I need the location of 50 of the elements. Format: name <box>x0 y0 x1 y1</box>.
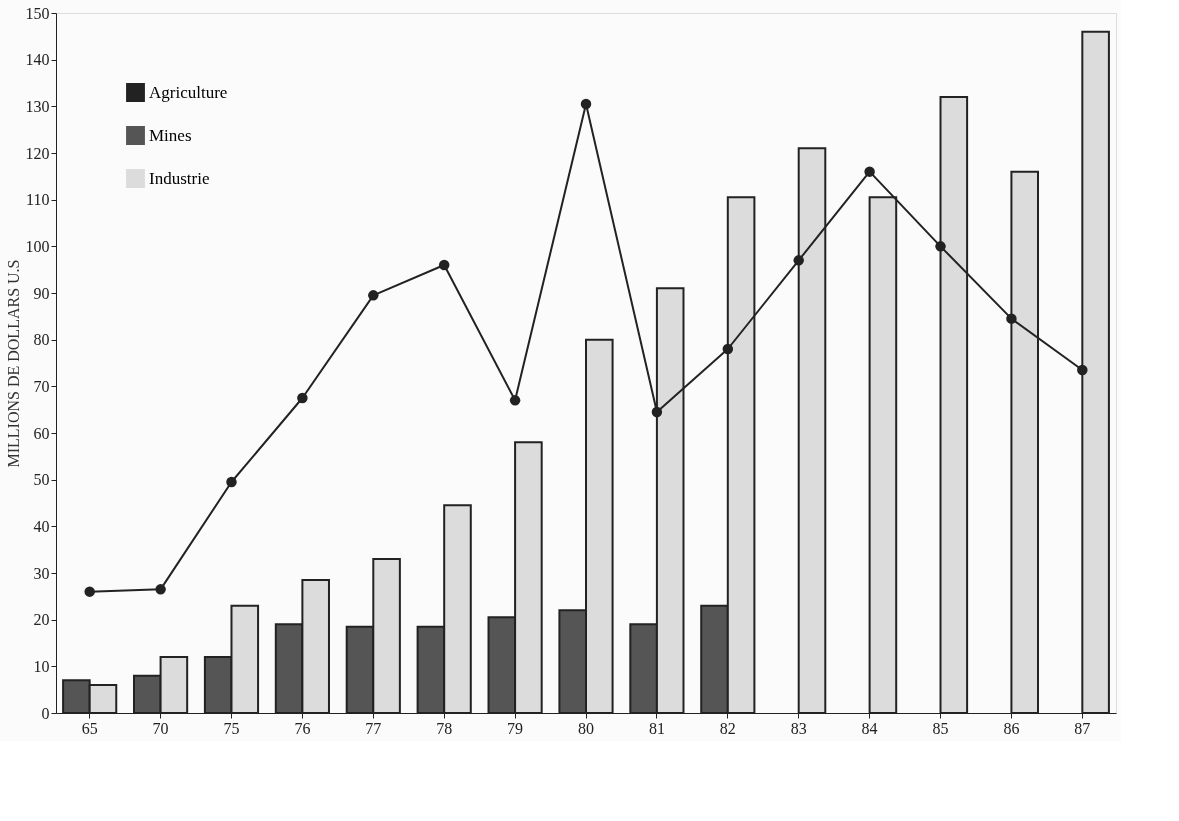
y-tick-label: 100 <box>25 237 50 255</box>
x-tick-label: 85 <box>932 719 949 737</box>
x-tick-label: 84 <box>861 719 878 737</box>
point <box>722 343 734 355</box>
x-tick-label: 82 <box>719 719 736 737</box>
point <box>438 259 450 271</box>
point <box>155 584 166 595</box>
y-tick-label: 10 <box>33 657 50 675</box>
x-tick-label: 75 <box>223 719 240 737</box>
point <box>793 255 804 266</box>
point <box>651 406 663 418</box>
x-tick-label: 83 <box>790 719 807 737</box>
point <box>1077 364 1088 376</box>
legend-label: Industrie <box>149 168 210 188</box>
y-tick-label: 120 <box>25 144 50 162</box>
x-tick-label: 65 <box>81 719 98 737</box>
y-axis-title: MILLIONS DE DOLLARS U.S <box>4 259 22 468</box>
point <box>1006 313 1017 324</box>
y-tick-label: 50 <box>33 471 50 489</box>
point <box>226 476 237 488</box>
point <box>368 290 379 301</box>
x-tick-label: 87 <box>1074 719 1091 737</box>
x-tick-label: 86 <box>1003 719 1020 737</box>
point <box>297 392 308 404</box>
point <box>935 241 946 252</box>
legend-label: Agriculture <box>149 82 228 102</box>
y-tick-label: 150 <box>25 4 50 22</box>
y-tick-label: 30 <box>33 564 50 582</box>
x-tick-label: 79 <box>507 719 524 737</box>
x-tick-label: 78 <box>436 719 453 737</box>
point <box>580 98 592 110</box>
y-tick-label: 110 <box>26 191 50 209</box>
legend-label: Mines <box>149 125 192 145</box>
y-tick-label: 0 <box>41 704 50 722</box>
y-tick-label: 130 <box>25 97 50 115</box>
point <box>84 586 95 597</box>
point <box>864 166 875 177</box>
y-tick-label: 140 <box>25 51 50 69</box>
point <box>509 395 521 406</box>
x-tick-label: 70 <box>152 719 169 737</box>
y-tick-label: 40 <box>33 517 50 535</box>
x-tick-label: 80 <box>578 719 594 737</box>
x-tick-label: 81 <box>648 719 665 737</box>
y-tick-label: 60 <box>33 424 50 442</box>
y-tick-label: 20 <box>33 611 50 629</box>
y-tick-label: 80 <box>33 331 50 349</box>
x-tick-label: 76 <box>294 719 311 737</box>
y-tick-label: 70 <box>33 377 50 395</box>
y-tick-label: 90 <box>33 284 50 302</box>
x-tick-label: 77 <box>365 719 382 737</box>
